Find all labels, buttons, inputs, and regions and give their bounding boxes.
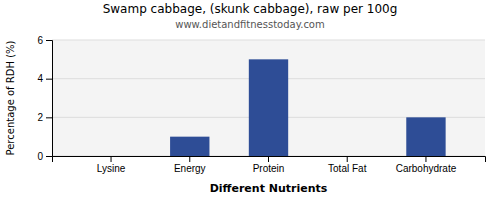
x-tick-mark xyxy=(347,156,348,162)
bar xyxy=(328,156,367,157)
x-tick: Lysine xyxy=(97,156,126,174)
subtitle: www.dietandfitnesstoday.com xyxy=(175,19,324,30)
x-tick: Carbohydrate xyxy=(396,156,457,174)
x-tick: Protein xyxy=(253,156,285,174)
bar xyxy=(406,117,445,156)
y-axis: 0 2 4 6 xyxy=(37,35,52,162)
bar xyxy=(170,137,209,156)
chart: Swamp cabbage, (skunk cabbage), raw per … xyxy=(0,0,500,200)
x-axis: Lysine Energy Protein Total Fat Carbohydrate xyxy=(53,156,486,174)
y-tick-mark xyxy=(46,156,52,157)
x-axis-line xyxy=(53,157,486,163)
y-tick-label: 4 xyxy=(37,73,43,84)
x-tick-mark xyxy=(189,156,190,162)
x-tick-label: Protein xyxy=(253,163,285,174)
x-tick-label: Carbohydrate xyxy=(396,163,457,174)
x-tick-label: Energy xyxy=(174,163,206,174)
bar xyxy=(249,59,288,156)
y-tick: 0 xyxy=(37,151,52,162)
y-tick-mark xyxy=(46,79,52,80)
grid-line xyxy=(52,40,485,41)
grid xyxy=(52,40,485,156)
x-tick-mark xyxy=(268,156,269,162)
y-tick-mark xyxy=(46,40,52,41)
y-tick: 4 xyxy=(37,73,52,84)
bar xyxy=(91,156,130,157)
title: Swamp cabbage, (skunk cabbage), raw per … xyxy=(103,2,398,16)
y-tick-mark xyxy=(46,117,52,118)
y-tick: 2 xyxy=(37,112,52,123)
bars xyxy=(170,59,446,156)
plot: 0 2 4 6 Lysine Energy Protein Total Fat Carbohyd… xyxy=(37,35,485,174)
y-axis-title: Percentage of RDH (%) xyxy=(5,40,16,155)
y-axis-line xyxy=(46,41,53,157)
x-tick: Energy xyxy=(174,156,206,174)
y-tick-label: 0 xyxy=(37,151,43,162)
plot-background xyxy=(52,40,485,156)
y-tick-label: 6 xyxy=(37,35,43,46)
x-tick-mark xyxy=(425,156,426,162)
x-tick: Total Fat xyxy=(328,156,367,174)
y-tick-label: 2 xyxy=(37,112,43,123)
x-axis-title: Different Nutrients xyxy=(210,182,328,195)
x-tick-label: Total Fat xyxy=(328,163,367,174)
x-tick-mark xyxy=(111,156,112,162)
x-tick-label: Lysine xyxy=(97,163,126,174)
y-tick: 6 xyxy=(37,35,52,46)
